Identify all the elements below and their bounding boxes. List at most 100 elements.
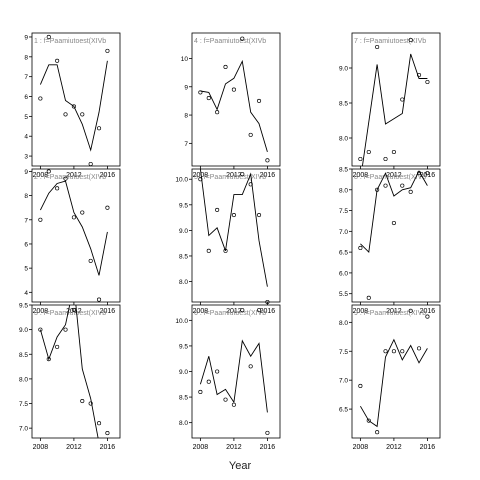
- panel-7-point: [80, 399, 85, 404]
- panel-4-ytick-label: 5: [24, 266, 28, 273]
- panel-8-ytick-label: 10.0: [175, 318, 188, 325]
- panel-1-ytick-label: 5: [24, 114, 28, 121]
- panel-8-frame: [191, 304, 281, 439]
- panel-4-ytick-label: 4: [24, 290, 28, 297]
- panel-1-point: [46, 34, 51, 40]
- panel-7-xtick-label: 2008: [33, 444, 49, 451]
- panel-6-point: [416, 171, 422, 176]
- panel-7-point: [88, 401, 93, 406]
- panel-1-series-line: [39, 60, 108, 152]
- panel-5-ytick-label: 8.0: [179, 279, 188, 286]
- panel-4-point: [63, 176, 68, 181]
- panel-9-xtick-label: 2016: [420, 444, 436, 451]
- panel-1-point: [80, 112, 85, 117]
- panel-1-point: [71, 104, 76, 109]
- panel-9-frame: [351, 304, 441, 439]
- panel-5-ytick-label: 9.0: [179, 228, 188, 235]
- panel-7-point: [55, 344, 60, 349]
- panel-2-xtick-label: 2016: [260, 172, 276, 179]
- panel-3-frame: [351, 32, 441, 167]
- panel-6-ytick-label: 7.0: [339, 229, 348, 236]
- panel-9-ytick-label: 7.5: [339, 349, 348, 356]
- panel-7-point: [96, 421, 102, 426]
- panel-4-title: 2 : f=Paamiutoest(XIVb: [34, 174, 106, 181]
- panel-9-point: [408, 308, 413, 313]
- panel-8-point: [248, 364, 253, 369]
- panel-2-point: [240, 36, 245, 41]
- panel-9-point: [391, 349, 396, 354]
- panel-5-point: [198, 177, 203, 182]
- panel-9-point: [375, 430, 380, 435]
- panel-6-point: [366, 295, 371, 300]
- panel-1-xtick-label: 2016: [100, 172, 116, 179]
- panel-2-point: [206, 96, 211, 101]
- panel-9-point: [383, 349, 388, 354]
- panel-3-title: 7 : f=Paamiutoest(XIVb: [354, 38, 426, 45]
- panel-1-title: 1 : f=Paamiutoest(XIVb: [34, 38, 106, 45]
- panel-5-frame: [191, 168, 281, 303]
- panel-3-xtick-label: 2012: [386, 172, 402, 179]
- panel-8-point: [198, 389, 203, 395]
- panel-8-xtick-label: 2012: [226, 444, 242, 451]
- panel-5-point: [256, 212, 262, 218]
- panel-9-series-line: [360, 338, 428, 428]
- panel-7-ytick-label: 8.5: [19, 352, 28, 359]
- panel-7-frame: [31, 304, 121, 439]
- panel-2-point: [256, 98, 262, 103]
- panel-7-xtick-label: 2012: [66, 444, 82, 451]
- panel-9-title: 9 : f=Paamiutoest(XIVb: [354, 310, 426, 317]
- panel-6-ytick-label: 7.5: [339, 208, 348, 215]
- panel-2-point: [265, 158, 270, 163]
- panel-3-point: [375, 44, 380, 50]
- panel-1-xtick-label: 2008: [33, 172, 49, 179]
- panel-7-point: [38, 327, 43, 332]
- panel-5-series-line: [199, 169, 268, 287]
- panel-8-point: [231, 402, 236, 407]
- panel-8-point: [215, 369, 220, 374]
- panel-1-ytick-label: 7: [24, 74, 28, 81]
- panel-8-xtick-label: 2016: [260, 444, 276, 451]
- panel-2-point: [223, 64, 228, 70]
- panel-6-xtick-label: 2016: [420, 308, 436, 315]
- panel-2-ytick-label: 8: [184, 113, 188, 120]
- panel-7-ytick-label: 7.0: [19, 426, 28, 433]
- panel-8-series-line: [199, 339, 268, 413]
- panel-6-ytick-label: 6.0: [339, 270, 348, 277]
- panel-1-frame: [31, 32, 121, 167]
- panel-7-ytick-label: 9.5: [19, 303, 28, 310]
- panel-8-ytick-label: 9.0: [179, 369, 188, 376]
- panel-5-ytick-label: 8.5: [179, 253, 188, 260]
- panel-4-point: [88, 258, 93, 263]
- panel-6-point: [375, 187, 380, 192]
- panel-1-ytick-label: 9: [24, 34, 28, 41]
- panel-5-point: [215, 207, 220, 212]
- panel-4-series-line: [39, 180, 108, 276]
- panel-6-title: 8 : f=Paamiutoest(XIVb: [354, 174, 426, 181]
- panel-4-ytick-label: 9: [24, 169, 28, 176]
- panel-9-point: [416, 346, 422, 351]
- panel-8-ytick-label: 9.5: [179, 343, 188, 350]
- panel-3-point: [400, 97, 405, 102]
- panel-5-xtick-label: 2008: [193, 308, 209, 315]
- panel-4-point: [46, 169, 51, 174]
- panel-6-point: [425, 171, 430, 176]
- panel-2-point: [198, 90, 203, 95]
- panel-3-point: [366, 149, 371, 155]
- panel-8-point: [240, 308, 245, 313]
- panel-6-frame: [351, 168, 441, 303]
- panel-3-point: [358, 156, 363, 162]
- panel-7-point: [46, 357, 51, 362]
- panel-4-ytick-label: 8: [24, 193, 28, 200]
- panel-6-point: [408, 189, 413, 194]
- panel-7-point: [71, 307, 76, 312]
- panel-4-point: [105, 205, 110, 210]
- panel-3-xtick-label: 2016: [420, 172, 436, 179]
- panel-6-point: [358, 245, 363, 251]
- panel-1-ytick-label: 3: [24, 154, 28, 161]
- panel-5-point: [248, 182, 253, 187]
- panel-3-ytick-label: 9.0: [339, 66, 348, 73]
- panel-2-xtick-label: 2012: [226, 172, 242, 179]
- x-axis-title: Year: [228, 460, 252, 472]
- panel-4-xtick-label: 2016: [100, 308, 116, 315]
